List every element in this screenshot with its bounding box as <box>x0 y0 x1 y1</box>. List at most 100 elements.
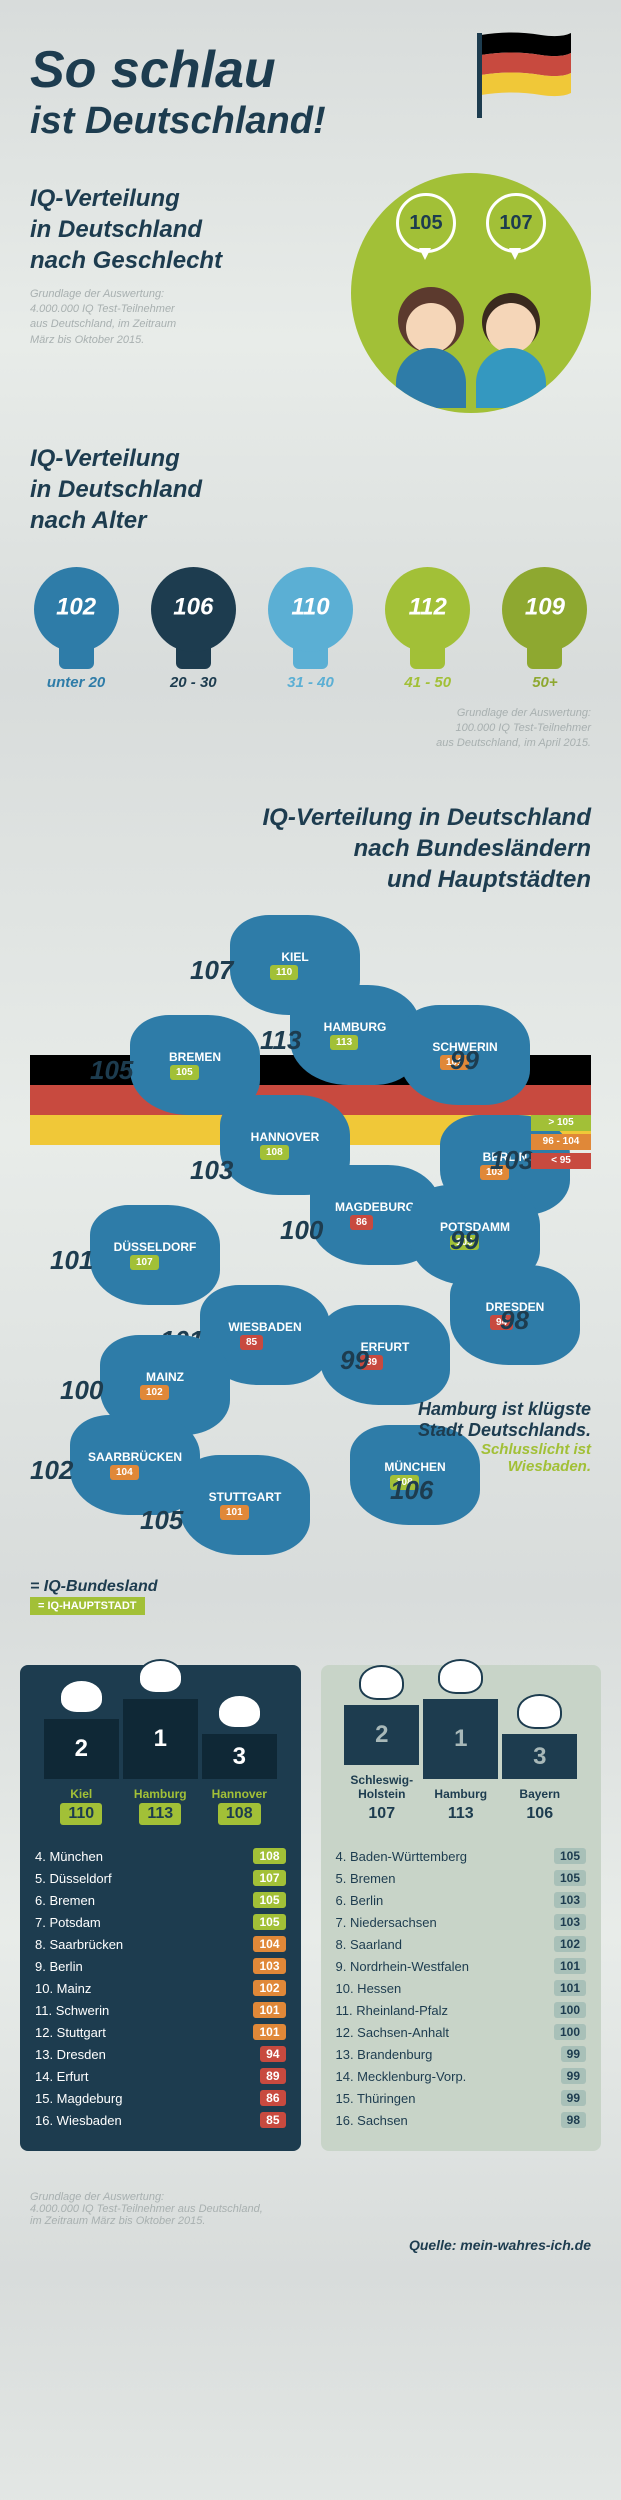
rank-name: 16. Wiesbaden <box>35 2113 122 2128</box>
rank-name: 5. Bremen <box>336 1871 396 1886</box>
city-iq-tag: 105 <box>170 1065 199 1080</box>
city-iq-tag: 108 <box>260 1145 289 1160</box>
rank-val: 98 <box>561 2112 586 2128</box>
rank-row: 12. Stuttgart 101 <box>35 2021 286 2043</box>
map-key: = IQ-Bundesland = IQ-HAUPTSTADT <box>30 1578 158 1615</box>
female-icon <box>396 303 466 413</box>
rank-name: 16. Sachsen <box>336 2113 408 2128</box>
bulb-label: 31 - 40 <box>264 674 356 691</box>
bulb-icon: 112 <box>385 567 470 662</box>
city-iq-tag: 86 <box>350 1215 373 1230</box>
rank-name: 9. Berlin <box>35 1959 83 1974</box>
city-iq-tag: 107 <box>130 1255 159 1270</box>
rank-row: 14. Erfurt 89 <box>35 2065 286 2087</box>
gender-subtitle: Grundlage der Auswertung: 4.000.000 IQ T… <box>30 287 230 349</box>
city-name: WIESBADEN <box>200 1320 330 1334</box>
brain-icon <box>217 1694 262 1729</box>
rank-name: 8. Saarbrücken <box>35 1937 123 1952</box>
rank-name: 7. Niedersachsen <box>336 1915 437 1930</box>
city-name: SAARBRÜCKEN <box>70 1450 200 1464</box>
rank-name: 15. Thüringen <box>336 2091 416 2106</box>
rank-name: 10. Hessen <box>336 1981 402 1996</box>
bulb-item: 106 20 - 30 <box>147 567 239 691</box>
bulb-item: 109 50+ <box>499 567 591 691</box>
rank-row: 4. Baden-Württemberg 105 <box>336 1845 587 1867</box>
rank-val: 108 <box>253 1848 285 1864</box>
bulb-item: 112 41 - 50 <box>382 567 474 691</box>
region-iq: 99 <box>340 1345 369 1376</box>
rank-row: 7. Potsdam 105 <box>35 1911 286 1933</box>
cities-list: 4. München 108 5. Düsseldorf 107 6. Brem… <box>35 1845 286 2131</box>
rank-name: 14. Erfurt <box>35 2069 88 2084</box>
brain-icon <box>59 1679 104 1714</box>
rank-row: 8. Saarbrücken 104 <box>35 1933 286 1955</box>
legend-box: 96 - 104 <box>531 1134 591 1150</box>
key-state: = IQ-Bundesland <box>30 1578 158 1596</box>
region-iq: 100 <box>60 1375 103 1406</box>
brain-icon <box>438 1659 483 1694</box>
male-icon <box>476 303 546 413</box>
rank-val: 107 <box>253 1870 285 1886</box>
brain-icon <box>138 1659 183 1694</box>
bulbs-row: 102 unter 20 106 20 - 30 110 31 - 40 112… <box>30 567 591 691</box>
region-iq: 107 <box>190 955 233 986</box>
podium-col: 3 Hannover 108 <box>202 1694 277 1825</box>
region-iq: 99 <box>450 1045 479 1076</box>
rank-val: 105 <box>253 1914 285 1930</box>
region-iq: 103 <box>190 1155 233 1186</box>
podium-col: 1 Hamburg 113 <box>423 1659 498 1825</box>
city-name: DÜSSELDORF <box>90 1240 220 1254</box>
region-iq: 99 <box>450 1225 479 1256</box>
podium-val: 113 <box>139 1803 181 1825</box>
region-iq: 105 <box>90 1055 133 1086</box>
legend-box: < 95 <box>531 1153 591 1169</box>
rank-name: 11. Schwerin <box>35 2003 109 2018</box>
header: So schlau ist Deutschland! <box>0 0 621 163</box>
states-podium: 2 Schleswig- Holstein 107 1 Hamburg 113 … <box>336 1685 587 1825</box>
rank-name: 14. Mecklenburg-Vorp. <box>336 2069 467 2084</box>
podium-name: Schleswig- Holstein <box>344 1773 419 1801</box>
podium-name: Hamburg <box>123 1787 198 1801</box>
podium-name: Hamburg <box>423 1787 498 1801</box>
key-city: = IQ-HAUPTSTADT <box>30 1597 145 1615</box>
rank-row: 15. Magdeburg 86 <box>35 2087 286 2109</box>
callout-sub: Schlusslicht ist Wiesbaden. <box>418 1441 591 1475</box>
rank-row: 11. Rheinland-Pfalz 100 <box>336 1999 587 2021</box>
podium-box: 3 <box>502 1734 577 1779</box>
rank-val: 105 <box>554 1848 586 1864</box>
rank-name: 4. Baden-Württemberg <box>336 1849 468 1864</box>
footer-note: Grundlage der Auswertung: 4.000.000 IQ T… <box>30 2191 591 2227</box>
age-title: IQ-Verteilung in Deutschland nach Alter <box>30 443 591 537</box>
rank-val: 102 <box>554 1936 586 1952</box>
bulb-value: 112 <box>409 594 447 622</box>
rank-name: 15. Magdeburg <box>35 2091 122 2106</box>
rank-row: 5. Bremen 105 <box>336 1867 587 1889</box>
rank-val: 99 <box>561 2068 586 2084</box>
legend-box: > 105 <box>531 1115 591 1131</box>
region-iq: 105 <box>140 1505 183 1536</box>
age-subtitle: Grundlage der Auswertung: 100.000 IQ Tes… <box>30 706 591 752</box>
bulb-value: 110 <box>291 594 329 622</box>
rank-name: 12. Sachsen-Anhalt <box>336 2025 449 2040</box>
rank-row: 16. Sachsen 98 <box>336 2109 587 2131</box>
brain-icon <box>359 1665 404 1700</box>
rank-row: 10. Hessen 101 <box>336 1977 587 1999</box>
podium-box: 1 <box>123 1699 198 1779</box>
city-iq-tag: 104 <box>110 1465 139 1480</box>
rank-val: 100 <box>554 2024 586 2040</box>
male-iq: 107 <box>486 193 546 253</box>
rank-name: 13. Dresden <box>35 2047 106 2062</box>
podium-box: 1 <box>423 1699 498 1779</box>
footer-source: Quelle: mein-wahres-ich.de <box>30 2237 591 2253</box>
rank-val: 101 <box>253 2024 285 2040</box>
map-title: IQ-Verteilung in Deutschland nach Bundes… <box>30 802 591 896</box>
podium-val: 110 <box>60 1803 102 1825</box>
rank-val: 100 <box>554 2002 586 2018</box>
rank-row: 6. Berlin 103 <box>336 1889 587 1911</box>
ranking-section: 2 Kiel 110 1 Hamburg 113 3 Hannover 108 … <box>0 1645 621 2171</box>
map-area: KIEL 110 107 HAMBURG 113 113 BREMEN 105 … <box>30 915 591 1615</box>
map-section: IQ-Verteilung in Deutschland nach Bundes… <box>0 772 621 1646</box>
podium-val: 108 <box>218 1803 261 1825</box>
podium-name: Bayern <box>502 1787 577 1801</box>
age-section: IQ-Verteilung in Deutschland nach Alter … <box>0 423 621 772</box>
